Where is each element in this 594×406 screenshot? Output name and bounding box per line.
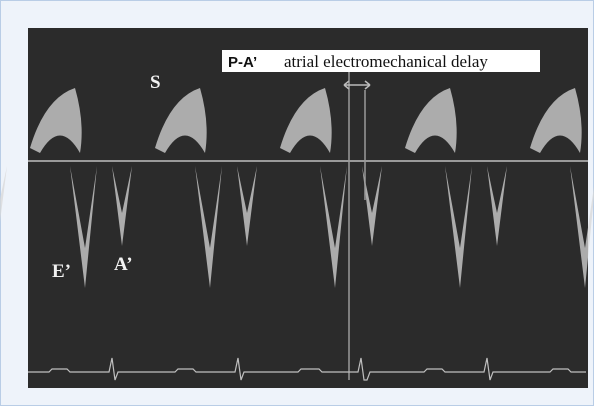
image-background: [28, 28, 588, 388]
s-label: S: [150, 72, 161, 93]
doppler-signal: [0, 166, 7, 246]
a-label: A’: [114, 254, 133, 275]
annotation-text: atrial electromechanical delay: [284, 52, 488, 71]
interval-label: P-A’: [228, 54, 257, 71]
e-label: E’: [52, 261, 71, 282]
doppler-image: P-A’ atrial electromechanical delay S E’…: [0, 0, 594, 406]
page: P-A’ atrial electromechanical delay S E’…: [0, 0, 594, 406]
